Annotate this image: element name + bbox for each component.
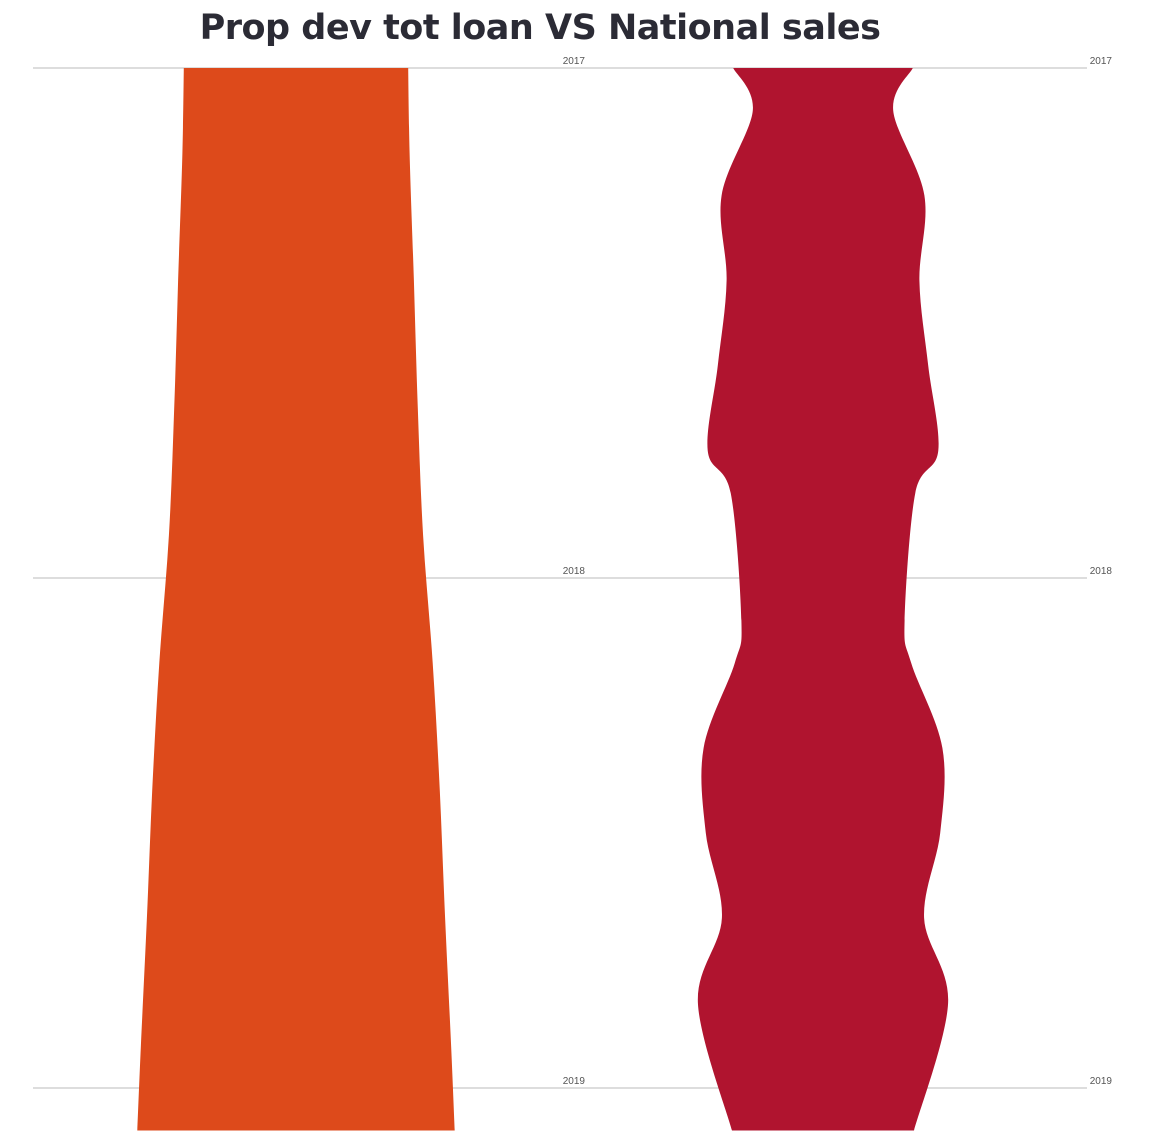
stream-layer xyxy=(137,68,949,1131)
tick-label-2019-right: 2019 xyxy=(1090,1076,1113,1087)
tick-label-2017-right: 2017 xyxy=(1090,56,1113,67)
tick-label-layer: 2017 2017 2018 2018 2019 2019 xyxy=(563,56,1113,1087)
series-stream-2 xyxy=(697,68,949,1131)
tick-label-2019-left: 2019 xyxy=(563,1076,586,1087)
tick-label-2018-right: 2018 xyxy=(1090,566,1113,577)
tick-label-2017-left: 2017 xyxy=(563,56,586,67)
tick-label-2018-left: 2018 xyxy=(563,566,586,577)
chart-title: Prop dev tot loan VS National sales xyxy=(199,8,881,48)
series-stream-1 xyxy=(137,68,455,1131)
